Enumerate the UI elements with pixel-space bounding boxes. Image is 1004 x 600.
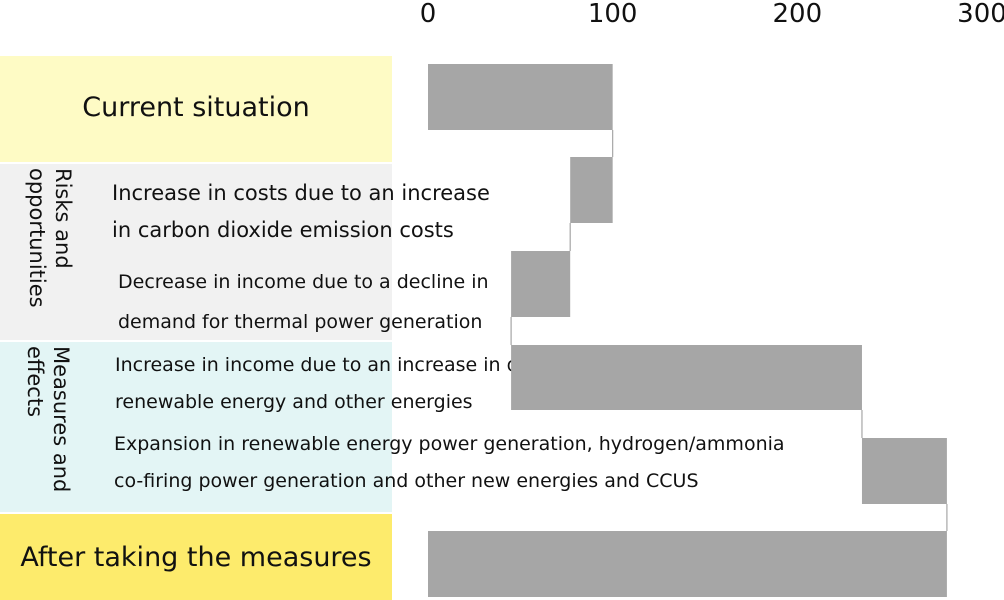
bar-1 — [570, 157, 613, 223]
bar-3 — [511, 345, 862, 410]
bar-4 — [861, 438, 947, 504]
item-thermal-decline: Decrease in income due to a decline in d… — [118, 271, 489, 333]
bar-0 — [428, 64, 613, 130]
x-tick-label-2: 200 — [773, 0, 823, 29]
item-renewable-demand: Increase in income due to an increase in… — [115, 354, 617, 413]
measures-section-bg — [0, 342, 392, 512]
current-section-bg — [0, 56, 392, 162]
measures-label: Measures and effects — [23, 346, 73, 493]
after-measures-label: After taking the measures — [20, 542, 372, 573]
bar-5 — [428, 531, 947, 597]
x-tick-label-1: 100 — [588, 0, 638, 29]
after-section-bg — [0, 514, 392, 600]
risks-label: Risks and opportunities — [25, 168, 75, 308]
current-situation-label: Current situation — [82, 92, 310, 123]
x-tick-label-3: 300 — [957, 0, 1004, 29]
risks-section-bg — [0, 164, 392, 340]
item-new-energies-ccus: Expansion in renewable energy power gene… — [114, 433, 785, 492]
item-co2-costs: Increase in costs due to an increase in … — [112, 181, 490, 242]
x-tick-label-0: 0 — [420, 0, 437, 29]
bar-2 — [511, 251, 571, 317]
